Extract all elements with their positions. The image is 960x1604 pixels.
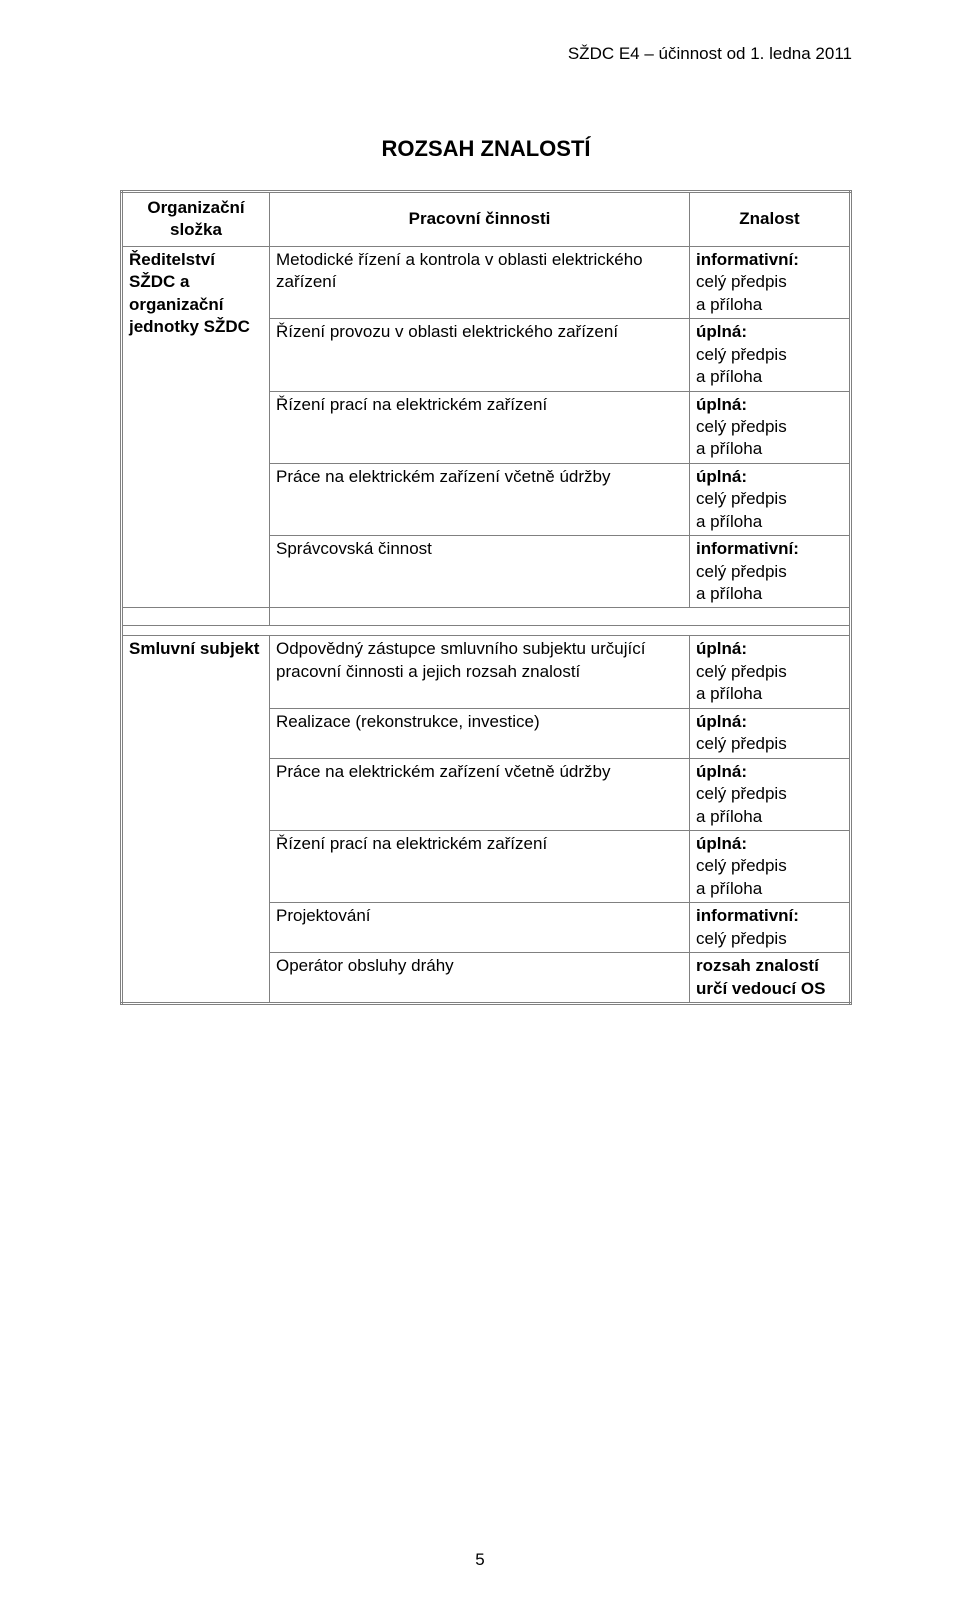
org-unit-cell: Smluvní subjekt (122, 636, 270, 1004)
col-header-right: Znalost (690, 192, 851, 247)
activity-cell: Realizace (rekonstrukce, investice) (270, 708, 690, 758)
knowledge-table-1: Organizační složka Pracovní činnosti Zna… (120, 190, 852, 1005)
knowledge-cell: informativní: celý předpisa příloha (690, 246, 851, 318)
knowledge-cell: úplná: celý předpisa příloha (690, 758, 851, 830)
activity-cell: Řízení prací na elektrickém zařízení (270, 830, 690, 902)
knowledge-type: úplná: (696, 467, 747, 486)
page-header: SŽDC E4 – účinnost od 1. ledna 2011 (120, 44, 852, 64)
activity-cell: Projektování (270, 903, 690, 953)
knowledge-type: úplná: (696, 639, 747, 658)
activity-cell: Práce na elektrickém zařízení včetně údr… (270, 758, 690, 830)
activity-cell: Správcovská činnost (270, 536, 690, 608)
knowledge-type: informativní: (696, 906, 799, 925)
activity-cell: Metodické řízení a kontrola v oblasti el… (270, 246, 690, 318)
knowledge-type: informativní: (696, 539, 799, 558)
knowledge-body: celý předpisa příloha (696, 489, 787, 530)
knowledge-body: celý předpisa příloha (696, 562, 787, 603)
knowledge-cell: úplná: celý předpisa příloha (690, 319, 851, 391)
knowledge-type: rozsah znalostí určí vedoucí OS (696, 956, 825, 997)
knowledge-cell: úplná: celý předpisa příloha (690, 830, 851, 902)
knowledge-body: celý předpisa příloha (696, 662, 787, 703)
knowledge-body: celý předpisa příloha (696, 345, 787, 386)
knowledge-type: úplná: (696, 762, 747, 781)
table-row: Ředitelství SŽDC a organizační jednotky … (122, 246, 851, 318)
knowledge-body: celý předpis (696, 929, 787, 948)
spacer-row (122, 608, 851, 626)
activity-cell: Operátor obsluhy dráhy (270, 953, 690, 1004)
knowledge-cell: úplná: celý předpis (690, 708, 851, 758)
knowledge-type: informativní: (696, 250, 799, 269)
knowledge-type: úplná: (696, 322, 747, 341)
knowledge-body: celý předpis (696, 734, 787, 753)
page-title: ROZSAH ZNALOSTÍ (120, 136, 852, 162)
knowledge-type: úplná: (696, 834, 747, 853)
knowledge-body: celý předpisa příloha (696, 272, 787, 313)
knowledge-type: úplná: (696, 712, 747, 731)
page-number: 5 (0, 1550, 960, 1570)
knowledge-cell: informativní: celý předpisa příloha (690, 536, 851, 608)
col-header-left: Organizační složka (122, 192, 270, 247)
org-unit-cell: Ředitelství SŽDC a organizační jednotky … (122, 246, 270, 608)
knowledge-body: celý předpisa příloha (696, 784, 787, 825)
table-header-row: Organizační složka Pracovní činnosti Zna… (122, 192, 851, 247)
activity-cell: Práce na elektrickém zařízení včetně údr… (270, 463, 690, 535)
knowledge-type: úplná: (696, 395, 747, 414)
table-row: Smluvní subjekt Odpovědný zástupce smluv… (122, 636, 851, 708)
knowledge-cell: úplná: celý předpisa příloha (690, 636, 851, 708)
knowledge-body: celý předpisa příloha (696, 856, 787, 897)
activity-cell: Odpovědný zástupce smluvního subjektu ur… (270, 636, 690, 708)
knowledge-body: celý předpisa příloha (696, 417, 787, 458)
knowledge-cell: informativní: celý předpis (690, 903, 851, 953)
knowledge-cell: rozsah znalostí určí vedoucí OS (690, 953, 851, 1004)
knowledge-cell: úplná: celý předpisa příloha (690, 463, 851, 535)
document-page: SŽDC E4 – účinnost od 1. ledna 2011 ROZS… (0, 0, 960, 1604)
activity-cell: Řízení provozu v oblasti elektrického za… (270, 319, 690, 391)
col-header-mid: Pracovní činnosti (270, 192, 690, 247)
activity-cell: Řízení prací na elektrickém zařízení (270, 391, 690, 463)
knowledge-cell: úplná: celý předpisa příloha (690, 391, 851, 463)
spacer-row (122, 626, 851, 636)
